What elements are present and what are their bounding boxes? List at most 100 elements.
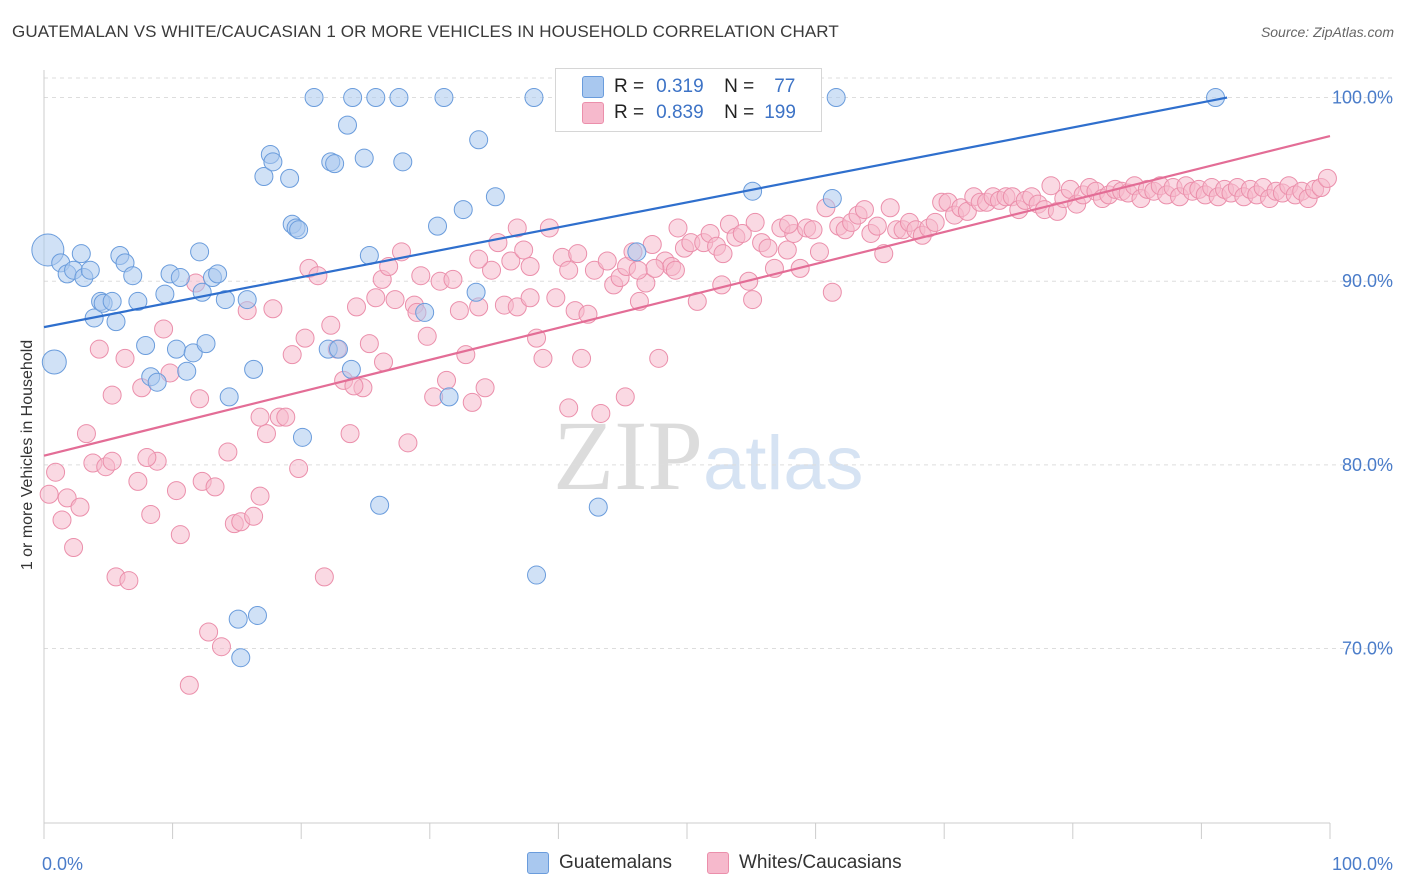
x-tick-label: 0.0%	[42, 854, 83, 874]
point-guatemalan	[370, 495, 390, 515]
point-white	[211, 637, 231, 657]
point-white	[190, 389, 210, 409]
point-white	[880, 198, 900, 218]
point-white	[501, 251, 521, 271]
point-white	[102, 451, 122, 471]
point-white	[179, 675, 199, 695]
point-guatemalan	[485, 187, 505, 207]
legend-swatch-blue	[582, 76, 604, 98]
point-guatemalan	[304, 88, 324, 108]
point-white	[295, 328, 315, 348]
y-tick-label: 70.0%	[1342, 639, 1393, 659]
point-white	[52, 510, 72, 530]
point-white	[366, 288, 386, 308]
point-white	[645, 258, 665, 278]
point-guatemalan	[341, 359, 361, 379]
point-white	[482, 260, 502, 280]
watermark-atlas: atlas	[703, 421, 864, 506]
point-white	[559, 398, 579, 418]
point-guatemalan	[588, 497, 608, 517]
point-white	[276, 407, 296, 427]
y-tick-label: 80.0%	[1342, 455, 1393, 475]
point-white	[642, 234, 662, 254]
point-white	[743, 290, 763, 310]
point-white	[119, 571, 139, 591]
legend-item-guatemalans[interactable]: Guatemalans	[527, 852, 672, 874]
correlation-legend: R = 0.319 N = 77 R = 0.839 N = 199	[555, 68, 822, 132]
point-guatemalan	[343, 88, 363, 108]
point-guatemalan	[177, 361, 197, 381]
point-white	[170, 525, 190, 545]
point-guatemalan	[354, 148, 374, 168]
point-white	[102, 385, 122, 405]
point-white	[263, 299, 283, 319]
legend-label-whites: Whites/Caucasians	[739, 852, 902, 873]
point-white	[289, 459, 309, 479]
point-guatemalan	[166, 339, 186, 359]
point-guatemalan	[71, 244, 91, 264]
point-white	[340, 424, 360, 444]
point-guatemalan	[228, 609, 248, 629]
y-tick-label: 100.0%	[1332, 88, 1393, 108]
point-white	[76, 424, 96, 444]
point-white	[411, 266, 431, 286]
point-white	[374, 352, 394, 372]
point-white	[568, 244, 588, 264]
point-white	[572, 348, 592, 368]
point-white	[218, 442, 238, 462]
point-white	[244, 506, 264, 526]
point-guatemalan	[41, 349, 67, 375]
point-white	[475, 378, 495, 398]
trendline-guatemalans	[43, 96, 1228, 329]
legend-item-whites[interactable]: Whites/Caucasians	[707, 852, 902, 874]
point-white	[559, 260, 579, 280]
legend-n-label: N =	[724, 102, 755, 123]
point-white	[115, 348, 135, 368]
point-white	[520, 257, 540, 277]
point-white	[488, 233, 508, 253]
point-white	[867, 216, 887, 236]
point-guatemalan	[280, 168, 300, 188]
point-white	[346, 297, 366, 317]
point-white	[520, 288, 540, 308]
point-white	[166, 481, 186, 501]
point-white	[649, 348, 669, 368]
point-white	[925, 212, 945, 232]
point-white	[777, 240, 797, 260]
point-white	[745, 212, 765, 232]
point-guatemalan	[123, 266, 143, 286]
point-white	[64, 538, 84, 558]
point-guatemalan	[263, 152, 283, 172]
point-guatemalan	[337, 115, 357, 135]
point-guatemalan	[389, 88, 409, 108]
point-guatemalan	[183, 343, 203, 363]
point-guatemalan	[439, 387, 459, 407]
point-guatemalan	[292, 427, 312, 447]
point-white	[809, 242, 829, 262]
point-guatemalan	[453, 200, 473, 220]
point-white	[507, 218, 527, 238]
point-guatemalan	[215, 290, 235, 310]
point-white	[1041, 176, 1061, 196]
legend-r-label: R =	[614, 76, 645, 97]
point-white	[533, 348, 553, 368]
point-white	[359, 334, 379, 354]
point-white	[449, 301, 469, 321]
point-guatemalan	[155, 284, 175, 304]
point-white	[615, 387, 635, 407]
point-guatemalan	[627, 242, 647, 262]
point-guatemalan	[254, 167, 274, 187]
point-guatemalan	[128, 291, 148, 311]
point-guatemalan	[415, 302, 435, 322]
point-guatemalan	[147, 372, 167, 392]
point-white	[514, 240, 534, 260]
point-white	[321, 315, 341, 335]
chart-title: GUATEMALAN VS WHITE/CAUCASIAN 1 OR MORE …	[12, 22, 839, 41]
point-white	[1317, 168, 1337, 188]
legend-row-guatemalans: R = 0.319 N = 77	[582, 74, 795, 100]
point-guatemalan	[366, 88, 386, 108]
point-guatemalan	[393, 152, 413, 172]
point-white	[46, 462, 66, 482]
watermark-zip: ZIP	[553, 400, 703, 511]
